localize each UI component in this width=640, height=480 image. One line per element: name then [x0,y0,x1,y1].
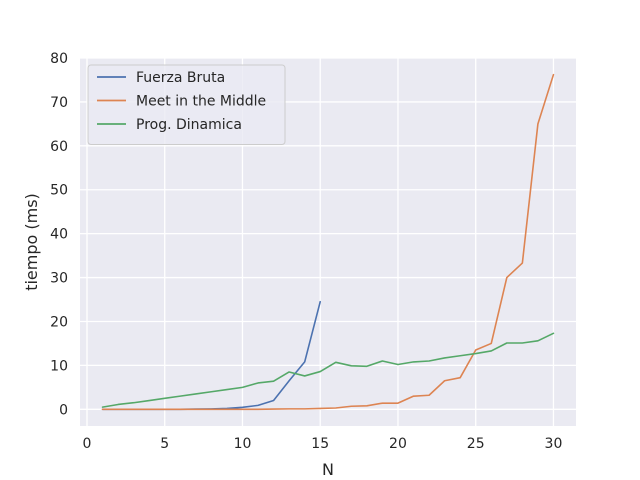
y-tick-label: 50 [50,183,68,199]
legend-label-0: Fuerza Bruta [136,70,225,86]
x-tick-label: 15 [311,436,329,452]
y-tick-label: 60 [50,139,68,155]
x-tick-label: 10 [234,436,252,452]
legend-label-2: Prog. Dinamica [136,117,242,133]
x-tick-label: 25 [467,436,485,452]
y-axis-ticks: 0 10 20 30 40 50 60 70 80 [50,51,68,418]
y-tick-label: 10 [50,358,68,374]
y-tick-label: 30 [50,271,68,287]
legend: Fuerza Bruta Meet in the Middle Prog. Dina… [87,64,286,145]
x-tick-label: 5 [160,436,169,452]
y-tick-label: 80 [50,51,68,67]
y-tick-label: 0 [59,402,68,418]
y-tick-label: 40 [50,227,68,243]
x-tick-label: 20 [389,436,407,452]
legend-label-1: Meet in the Middle [136,94,266,110]
x-axis-ticks: 0 5 10 15 20 25 30 [83,436,563,452]
y-tick-label: 70 [50,95,68,111]
series-line-1 [101,73,555,411]
y-axis-label: tiempo (ms) [22,193,41,291]
series-lines [101,73,555,411]
x-tick-label: 30 [545,436,563,452]
legend-box [87,64,286,145]
x-tick-label: 0 [83,436,92,452]
series-line-2 [101,332,555,408]
y-tick-label: 20 [50,314,68,330]
x-axis-label: N [322,460,334,479]
